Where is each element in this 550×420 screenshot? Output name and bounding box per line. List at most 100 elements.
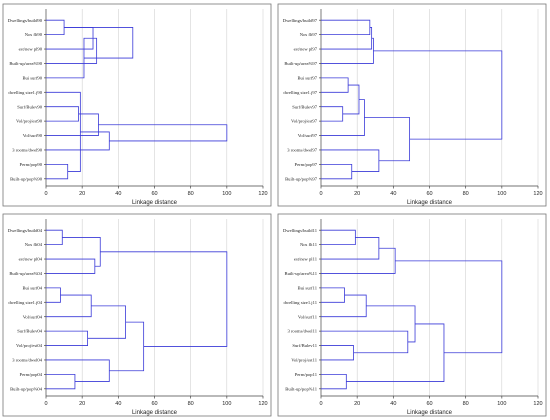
dendrogram-branch	[321, 229, 356, 246]
leaf-label: Vol/proj/est04	[16, 343, 43, 348]
dendrogram-branch	[366, 305, 416, 343]
x-tick-label: 80	[188, 191, 194, 197]
leaf-label: Built-up/pop%04	[10, 386, 43, 391]
leaf-label: dwelling size1.j97	[283, 90, 317, 95]
dendrogram-svg: 0 20 40 60 80 100 120 Linkage distance Dwellings…	[277, 213, 547, 417]
leaf-label: Vol/surf11	[298, 314, 318, 319]
x-tick-label: 20	[79, 401, 85, 407]
leaf-label: est/new pl90	[19, 47, 43, 52]
dendrogram-branch	[321, 27, 373, 50]
leaf-label: Bui surf11	[298, 285, 318, 290]
x-tick-label: 20	[354, 191, 360, 197]
x-tick-label: 0	[319, 401, 322, 407]
leaf-label: est/new pl11	[294, 257, 318, 262]
dendrogram-branch	[373, 50, 503, 140]
dendrogram-branch	[321, 330, 409, 354]
leaf-label: Vol/surf04	[23, 314, 43, 319]
x-tick-label: 20	[354, 401, 360, 407]
dendrogram-svg: 0 20 40 60 80 100 120 Linkage distance Dwellings…	[2, 213, 272, 417]
leaf-label: Perm/pop90	[20, 162, 43, 167]
leaf-label: Vol/proj/est97	[291, 119, 318, 124]
x-tick-label: 60	[426, 401, 432, 407]
x-tick-label: 40	[390, 191, 396, 197]
leaf-label: Vol/proj/est90	[16, 119, 43, 124]
dendrogram-svg: 0 20 40 60 80 100 120 Linkage distance Dwellings…	[2, 3, 272, 207]
leaf-label: Built-up/area%90	[9, 61, 42, 66]
leaf-label: est/new pl04	[19, 257, 43, 262]
dendrogram-branch	[100, 251, 228, 347]
dendrogram-svg: 0 20 40 60 80 100 120 Linkage distance Dwellings…	[277, 3, 547, 207]
dendrogram-panel-1990: 0 20 40 60 80 100 120 Linkage distance Dwellings…	[0, 0, 275, 210]
leaf-label: 3 rooms/dwel11	[287, 329, 317, 334]
dendrogram-panel-2011: 0 20 40 60 80 100 120 Linkage distance Dwellings…	[275, 210, 550, 420]
dendrogram-branch	[98, 124, 228, 142]
chart-frame	[2, 3, 272, 207]
leaf-label: dwelling size1.j90	[8, 90, 42, 95]
leaf-label: 3 rooms/dwel90	[12, 148, 42, 153]
leaf-label: dwelling size1.j11	[283, 300, 317, 305]
leaf-label: Nos flt11	[300, 242, 318, 247]
leaf-label: Built-up/area%11	[285, 271, 318, 276]
leaf-label: Perm/pop11	[295, 372, 318, 377]
leaf-label: Bui surf97	[297, 75, 317, 80]
x-tick-label: 100	[497, 401, 506, 407]
dendrogram-branch	[46, 37, 98, 64]
x-tick-label: 80	[463, 401, 469, 407]
leaf-label: dwelling size1.j04	[8, 300, 42, 305]
x-tick-label: 60	[151, 191, 157, 197]
leaf-label: Dwellings/build11	[283, 228, 318, 233]
leaf-label: Surf/Bulev11	[292, 343, 317, 348]
x-tick-label: 120	[258, 191, 267, 197]
x-tick-label: 120	[533, 191, 542, 197]
leaf-label: Built-up/area%97	[284, 61, 317, 66]
x-axis-title: Linkage distance	[132, 410, 178, 416]
leaf-label: Built-up/pop%90	[10, 176, 43, 181]
dendrogram-branch	[46, 294, 92, 318]
x-tick-label: 100	[222, 401, 231, 407]
x-tick-label: 80	[463, 191, 469, 197]
leaf-label: Dwellings/build97	[283, 18, 318, 23]
leaf-label: Bui surf90	[22, 75, 42, 80]
leaf-label: Nos flt04	[25, 242, 43, 247]
dendrogram-branch	[395, 260, 503, 354]
x-tick-label: 40	[115, 191, 121, 197]
leaf-label: Vol/surf97	[298, 133, 318, 138]
dendrogram-branch	[46, 19, 65, 36]
leaf-label: Built-up/pop%11	[285, 386, 317, 391]
leaf-label: Nos flt90	[25, 32, 43, 37]
x-tick-label: 120	[533, 401, 542, 407]
x-tick-label: 100	[222, 191, 231, 197]
leaf-label: Built-up/area%04	[9, 271, 42, 276]
x-tick-label: 120	[258, 401, 267, 407]
leaf-label: est/new pl97	[294, 47, 318, 52]
x-tick-label: 80	[188, 401, 194, 407]
leaf-label: Perm/pop04	[20, 372, 43, 377]
dendrogram-branch	[321, 294, 367, 318]
chart-frame	[2, 213, 272, 417]
dendrogram-branch	[46, 373, 76, 390]
x-tick-label: 20	[79, 191, 85, 197]
x-tick-label: 100	[497, 191, 506, 197]
leaf-label: Surf/Bulev04	[17, 329, 42, 334]
dendrogram-panel-2004: 0 20 40 60 80 100 120 Linkage distance Dwellings…	[0, 210, 275, 420]
leaf-label: Bui surf04	[22, 285, 42, 290]
dendrogram-branch	[321, 287, 345, 303]
leaf-label: 3 rooms/dwel04	[12, 358, 42, 363]
leaf-label: Dwellings/build90	[8, 18, 43, 23]
dendrogram-branch	[321, 345, 354, 361]
leaf-label: 3 rooms/dwel97	[287, 148, 317, 153]
dendrogram-branch	[364, 117, 411, 162]
dendrogram-branch	[46, 91, 81, 172]
dendrogram-branch	[64, 27, 134, 59]
leaf-label: Surf/Bulev90	[17, 104, 42, 109]
chart-frame	[277, 3, 547, 207]
leaf-label: Nos flt97	[300, 32, 318, 37]
x-tick-label: 60	[426, 191, 432, 197]
leaf-label: Vol/proj/est11	[291, 358, 317, 363]
chart-frame	[277, 213, 547, 417]
x-axis-title: Linkage distance	[407, 200, 453, 206]
x-axis-title: Linkage distance	[132, 200, 178, 206]
x-axis-title: Linkage distance	[407, 410, 453, 416]
leaf-label: Surf/Bulev97	[292, 104, 317, 109]
x-tick-label: 60	[151, 401, 157, 407]
